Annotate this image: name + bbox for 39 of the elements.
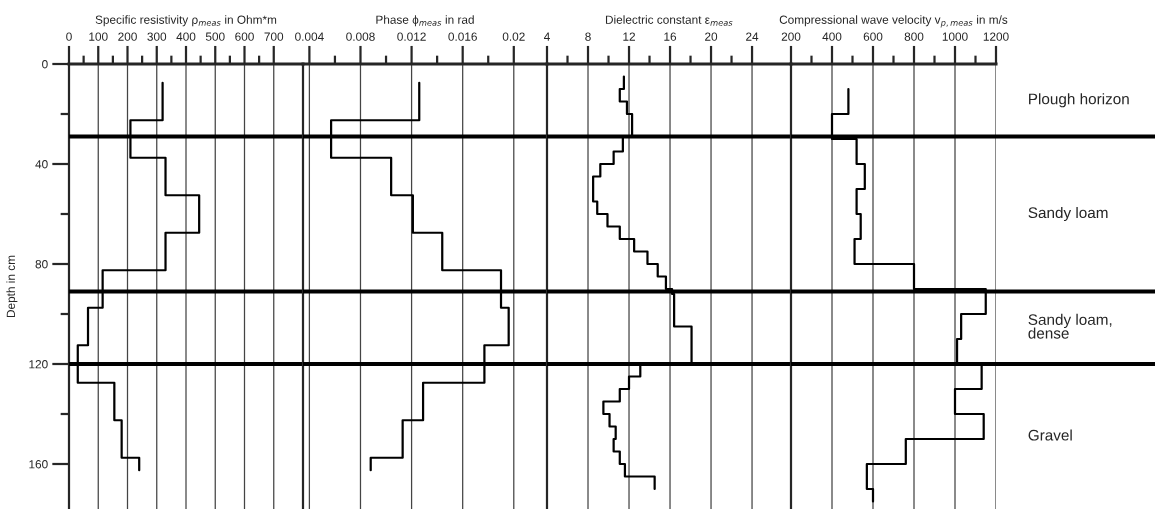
- x-tick-label: 200: [781, 32, 801, 41]
- x-tick-label: 0: [66, 32, 72, 41]
- text: Plough horizon: [1029, 93, 1129, 108]
- x-tick-label: 20: [705, 32, 718, 41]
- x-axis-title: Dielectric constant ε$_{meas}$: [605, 15, 733, 26]
- x-tick-label: 300: [147, 32, 167, 41]
- x-tick-label: 1000: [942, 32, 968, 41]
- text: Sandy loam, dense: [1028, 313, 1112, 339]
- x-tick-label: 800: [904, 32, 924, 41]
- x-tick-label: 400: [822, 32, 842, 41]
- x-tick-label: 0.016: [448, 32, 477, 41]
- x-tick-label: 1200: [983, 32, 1009, 41]
- x-tick-label: 100: [89, 32, 108, 41]
- x-tick-label: 12: [623, 32, 635, 41]
- y-tick-label: 0: [42, 60, 48, 69]
- y-tick-label: 120: [29, 360, 48, 369]
- x-tick-label: 0.008: [346, 32, 375, 41]
- x-axis-title: Specific resistivity ρ$_{meas}$ in Ohm*m: [95, 15, 277, 27]
- x-tick-label: 8: [585, 32, 591, 41]
- y-axis-title: Depth in cm: [6, 255, 18, 318]
- x-tick-label: 4: [543, 32, 550, 41]
- x-tick-label: 0.012: [397, 32, 426, 41]
- x-tick-label: 16: [664, 32, 677, 41]
- x-tick-label: 600: [235, 32, 254, 41]
- text: Sandy loam: [1028, 206, 1108, 222]
- x-tick-label: 24: [746, 32, 759, 41]
- x-tick-label: 700: [264, 32, 284, 41]
- x-tick-label: 600: [863, 32, 883, 41]
- x-axis-title: Phase ϕ$_{meas}$ in rad: [376, 15, 474, 27]
- y-tick-label: 40: [35, 160, 48, 169]
- y-tick-label: 80: [35, 260, 48, 269]
- x-tick-label: 400: [176, 32, 196, 41]
- y-tick-label: 160: [29, 460, 48, 469]
- x-tick-label: 500: [205, 32, 225, 41]
- x-axis-title: Compressional wave velocity v$_{p,meas}$ in m/s: [779, 15, 1008, 28]
- x-tick-label: 0.004: [295, 32, 324, 41]
- x-tick-label: 0.02: [502, 32, 525, 41]
- text: Gravel: [1028, 429, 1072, 441]
- x-tick-label: 200: [118, 32, 137, 41]
